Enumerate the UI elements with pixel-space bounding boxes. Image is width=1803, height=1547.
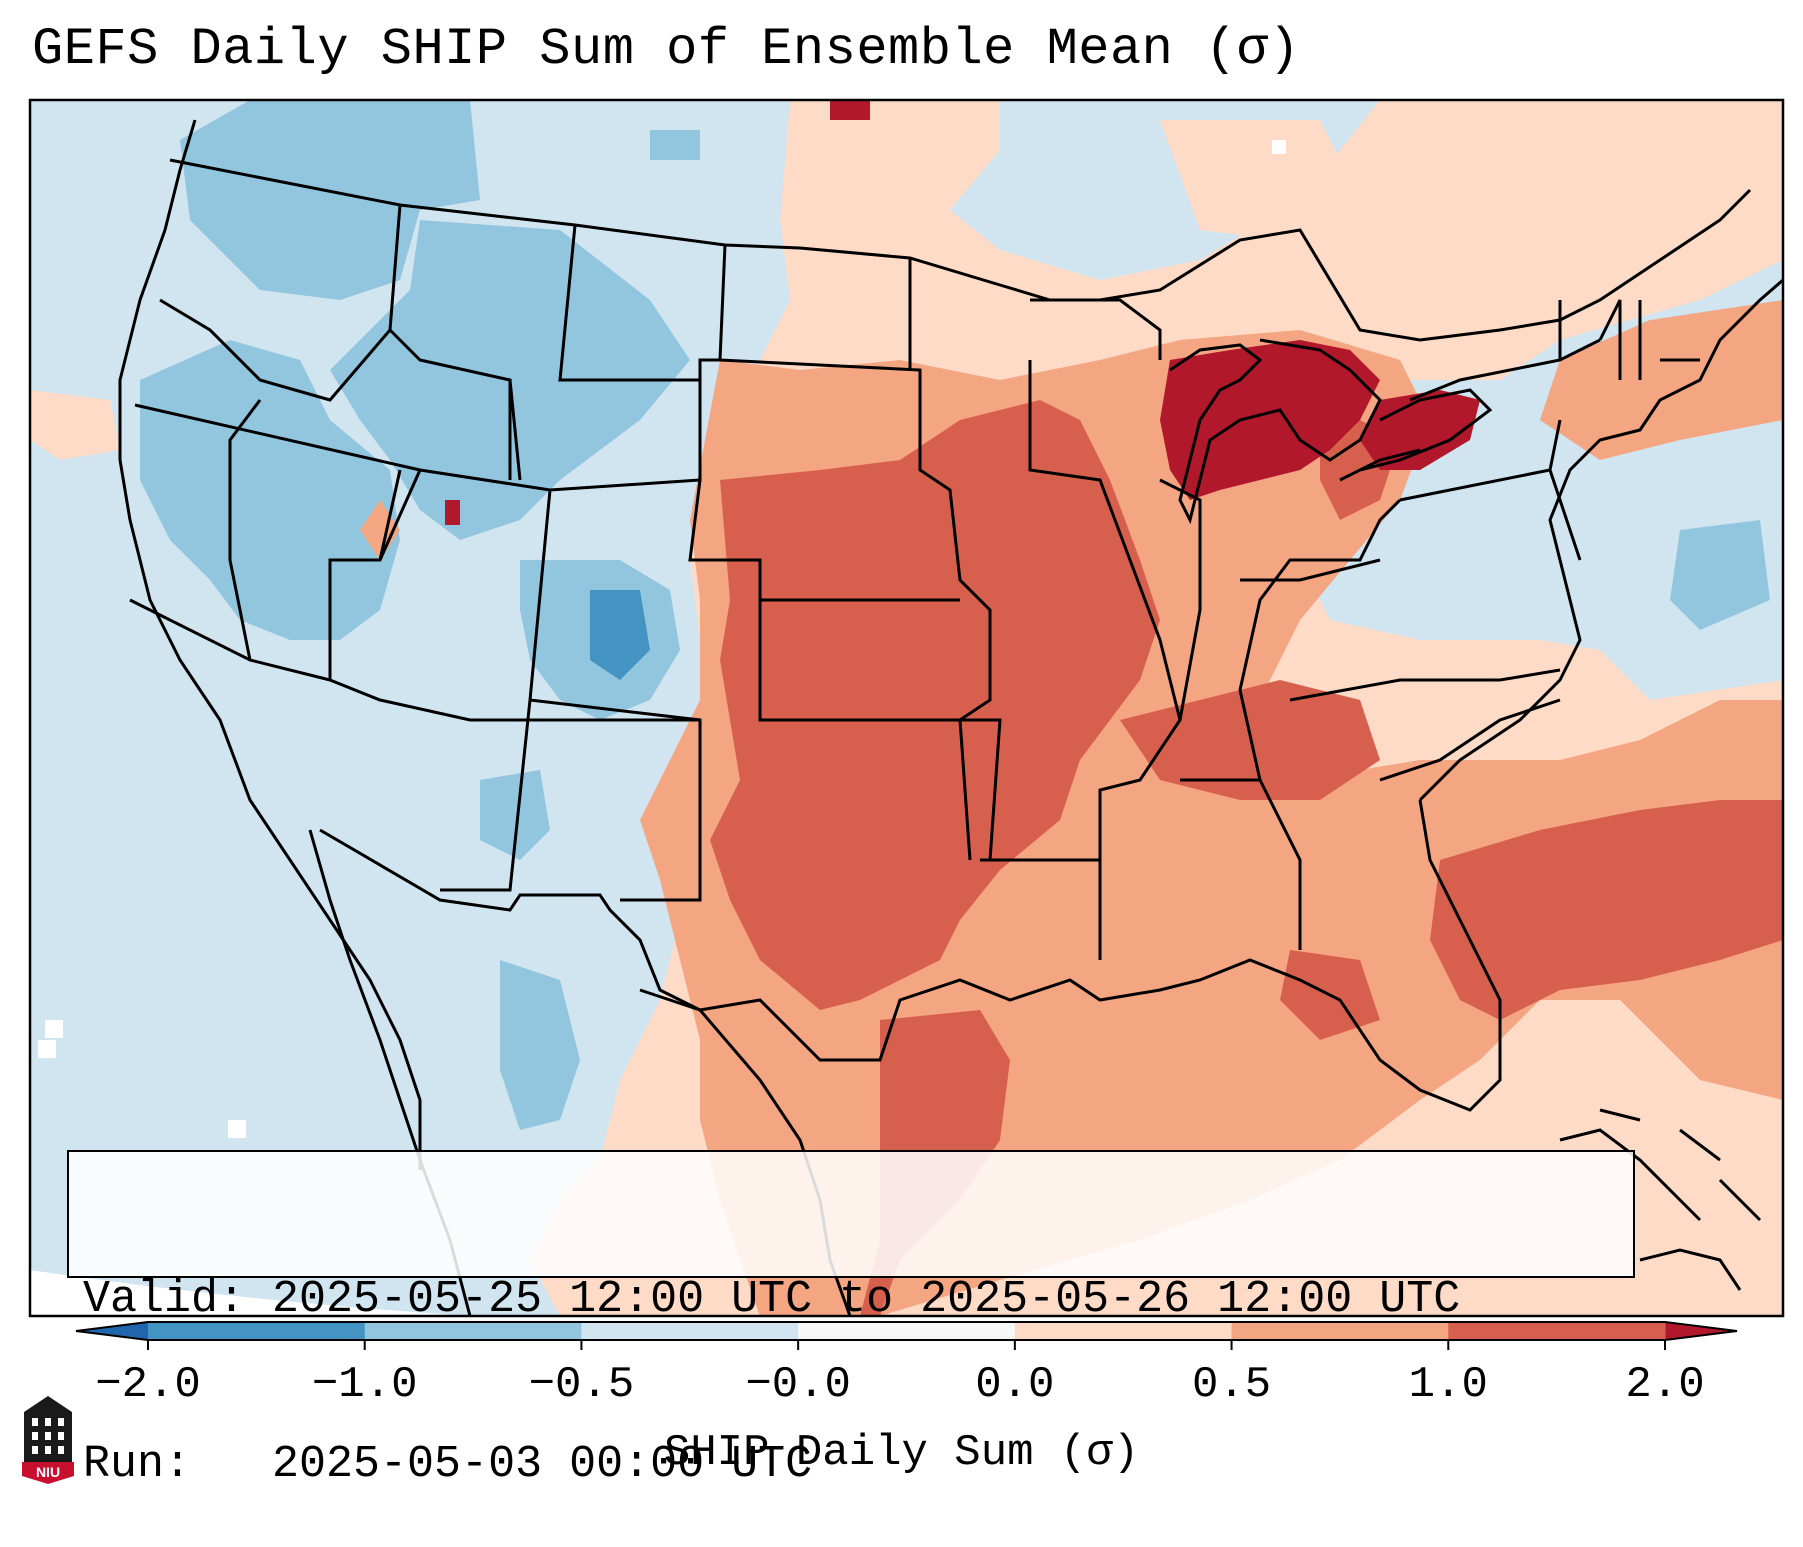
borders	[118, 119, 1783, 1316]
islands	[1559, 1108, 1762, 1291]
colorbar-tick-label: 0.0	[975, 1360, 1055, 1410]
state-lines	[129, 204, 1700, 960]
map-title: GEFS Daily SHIP Sum of Ensemble Mean (σ)	[32, 20, 1301, 79]
colorbar-tick-label: 2.0	[1625, 1360, 1705, 1410]
run-time-text: Run: 2025-05-03 00:00 UTC	[83, 1439, 813, 1490]
valid-time-text: Valid: 2025-05-25 12:00 UTC to 2025-05-2…	[83, 1274, 1461, 1325]
colorbar-extend-high	[1665, 1322, 1737, 1340]
niu-logo: NIU	[22, 1396, 74, 1484]
niu-logo-tower	[24, 1396, 72, 1462]
colorbar-segment	[1448, 1322, 1666, 1340]
colorbar-extend-low	[76, 1322, 148, 1340]
colorbar-tick-label: 0.5	[1191, 1360, 1272, 1410]
colorbar-label: SHIP Daily Sum (σ)	[663, 1428, 1140, 1478]
colorbar-segment	[1231, 1322, 1449, 1340]
shading-pos-3	[445, 100, 1480, 525]
niu-logo-text: NIU	[36, 1464, 60, 1480]
colorbar-segment	[148, 1322, 366, 1340]
gulf-coast	[639, 799, 1502, 1112]
shading-neg-2	[590, 590, 650, 680]
colorbar	[75, 1321, 1738, 1350]
west-coast	[118, 119, 422, 1170]
colorbar-tick-label: −0.5	[528, 1360, 635, 1410]
colorbar-tick-label: −1.0	[311, 1360, 418, 1410]
map-frame	[28, 98, 1785, 1318]
valid-run-info-box: Valid: 2025-05-25 12:00 UTC to 2025-05-2…	[67, 1150, 1635, 1490]
us-canada-border	[169, 158, 1752, 342]
ship-map	[28, 98, 1785, 1350]
east-coast	[1418, 278, 1783, 802]
great-lakes	[1169, 338, 1493, 525]
colorbar-tick-label: 1.0	[1408, 1360, 1488, 1410]
colorbar-segment	[798, 1322, 1016, 1340]
colorbar-tick-label: −0.0	[745, 1360, 851, 1410]
colorbar-tick-label: −2.0	[95, 1360, 201, 1410]
colorbar-segment	[1014, 1322, 1233, 1340]
missing-cells	[38, 140, 1286, 1138]
mexico-border	[319, 828, 701, 1012]
colorbar-ticks: −2.0 −1.0 −0.5 −0.0 0.0 0.5 1.0 2.0	[0, 1360, 1803, 1420]
colorbar-segment	[364, 1322, 582, 1340]
niu-logo-shield	[22, 1462, 74, 1484]
colorbar-segment	[581, 1322, 799, 1340]
